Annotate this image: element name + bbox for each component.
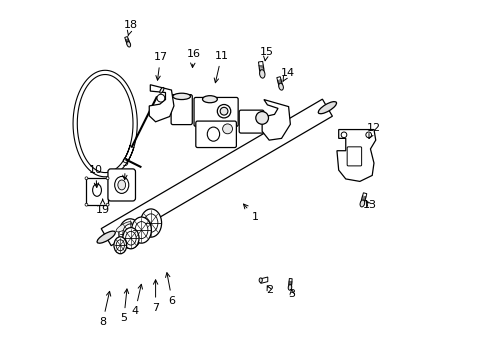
Ellipse shape	[116, 222, 131, 232]
Ellipse shape	[140, 209, 161, 237]
Ellipse shape	[92, 184, 101, 196]
Text: 16: 16	[186, 49, 200, 67]
Polygon shape	[124, 36, 130, 45]
Text: 2: 2	[265, 285, 272, 295]
Ellipse shape	[318, 102, 336, 114]
FancyBboxPatch shape	[108, 169, 135, 201]
Ellipse shape	[122, 228, 139, 249]
Polygon shape	[288, 279, 291, 288]
Ellipse shape	[118, 180, 125, 190]
FancyBboxPatch shape	[171, 95, 192, 125]
FancyBboxPatch shape	[239, 110, 264, 133]
Ellipse shape	[122, 224, 137, 243]
Text: 1: 1	[243, 204, 258, 222]
Polygon shape	[101, 99, 332, 246]
Circle shape	[255, 112, 268, 124]
Ellipse shape	[222, 124, 232, 134]
Polygon shape	[258, 62, 264, 74]
Ellipse shape	[97, 231, 115, 243]
Ellipse shape	[106, 203, 109, 206]
Ellipse shape	[119, 219, 141, 248]
Text: 10: 10	[88, 165, 102, 188]
Ellipse shape	[114, 176, 128, 193]
Ellipse shape	[116, 240, 124, 251]
Polygon shape	[149, 85, 174, 122]
Polygon shape	[360, 193, 366, 204]
Ellipse shape	[278, 83, 283, 90]
Ellipse shape	[173, 93, 190, 100]
Ellipse shape	[106, 177, 109, 180]
Text: 19: 19	[96, 199, 109, 215]
Ellipse shape	[144, 214, 158, 232]
Ellipse shape	[217, 104, 230, 118]
Ellipse shape	[220, 107, 227, 115]
Circle shape	[341, 132, 346, 138]
Ellipse shape	[259, 70, 264, 78]
FancyBboxPatch shape	[86, 178, 107, 205]
Polygon shape	[336, 130, 375, 181]
Text: 7: 7	[152, 280, 159, 313]
Ellipse shape	[126, 41, 130, 47]
Ellipse shape	[157, 94, 164, 102]
Ellipse shape	[85, 203, 88, 206]
Text: 4: 4	[131, 284, 142, 316]
Polygon shape	[260, 277, 267, 283]
Text: 14: 14	[280, 68, 294, 81]
Text: 15: 15	[259, 47, 273, 61]
Ellipse shape	[287, 285, 291, 290]
Ellipse shape	[125, 231, 136, 245]
Ellipse shape	[114, 237, 126, 254]
Text: 8: 8	[99, 291, 111, 327]
Polygon shape	[276, 77, 282, 87]
Polygon shape	[262, 100, 290, 140]
FancyBboxPatch shape	[194, 98, 238, 126]
Circle shape	[365, 132, 371, 138]
Ellipse shape	[160, 87, 163, 93]
Ellipse shape	[259, 278, 262, 283]
Text: 18: 18	[123, 21, 138, 36]
Text: 6: 6	[165, 273, 175, 306]
Text: 13: 13	[362, 201, 376, 210]
FancyBboxPatch shape	[346, 147, 361, 166]
Text: 17: 17	[153, 52, 167, 80]
Ellipse shape	[359, 200, 364, 207]
Text: 11: 11	[214, 51, 228, 83]
Ellipse shape	[135, 222, 147, 239]
Text: 12: 12	[366, 123, 381, 139]
Text: 3: 3	[288, 289, 295, 298]
Ellipse shape	[131, 217, 151, 243]
Text: 9: 9	[122, 158, 128, 180]
Text: 5: 5	[120, 289, 128, 323]
Ellipse shape	[202, 96, 217, 103]
Ellipse shape	[207, 127, 219, 141]
FancyBboxPatch shape	[195, 121, 236, 148]
Ellipse shape	[85, 177, 88, 180]
